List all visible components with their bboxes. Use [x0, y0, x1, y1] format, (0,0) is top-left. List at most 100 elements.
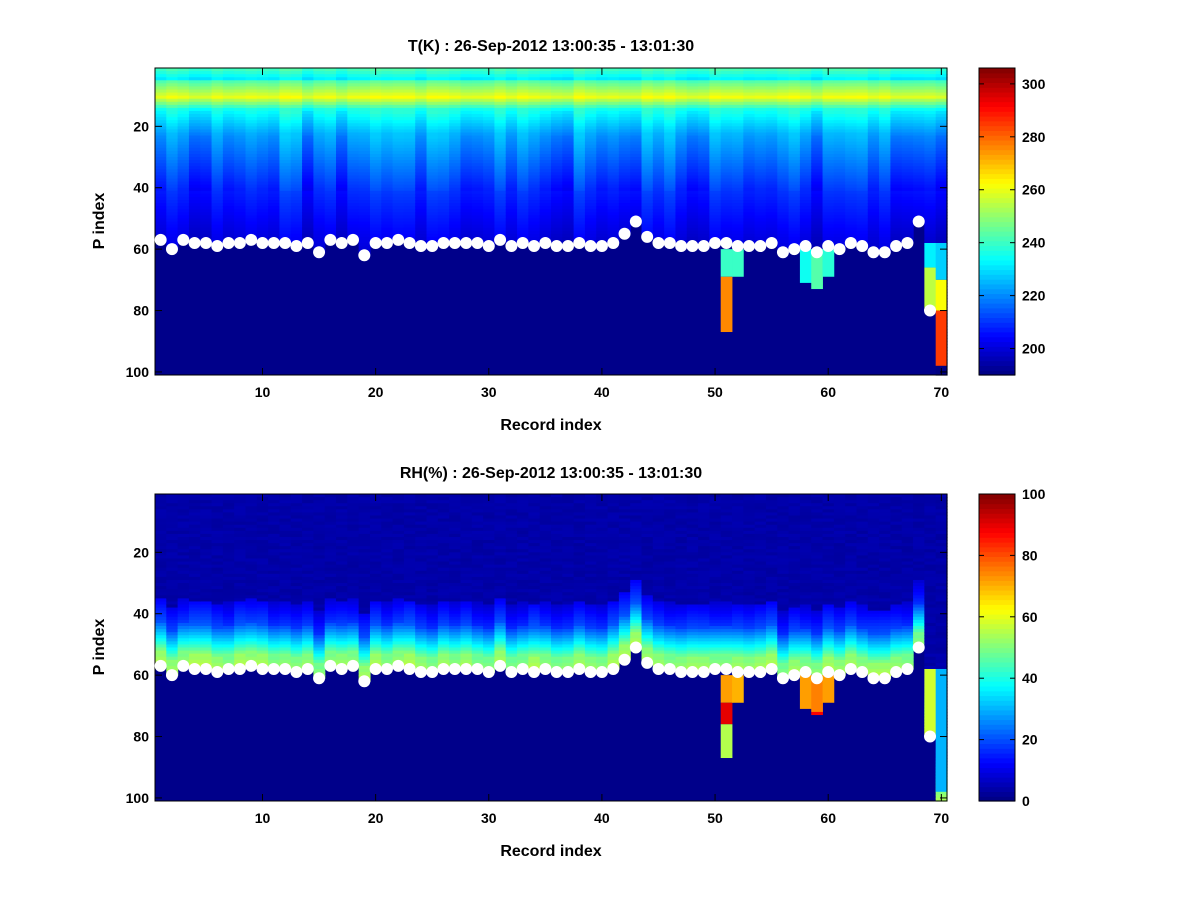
heatmap-cell	[381, 230, 394, 235]
heatmap-cell	[415, 92, 428, 97]
heatmap-cell	[268, 83, 281, 88]
heatmap-cell	[607, 150, 620, 155]
heatmap-cell	[517, 129, 529, 134]
heatmap-cell	[177, 153, 190, 158]
heatmap-cell	[528, 114, 541, 118]
heatmap-cell	[517, 138, 529, 143]
heatmap-cell	[743, 196, 756, 201]
heatmap-cell	[336, 200, 348, 204]
heatmap-cell	[279, 200, 292, 204]
heatmap-cell	[686, 110, 699, 115]
heatmap-cell	[562, 196, 575, 201]
heatmap-cell	[358, 233, 371, 238]
heatmap-cell	[188, 132, 201, 137]
heatmap-cell	[483, 175, 496, 180]
heatmap-cell	[777, 153, 790, 158]
heatmap-cell	[279, 153, 292, 158]
heatmap-cell	[324, 184, 337, 189]
heatmap-cell	[234, 80, 247, 84]
heatmap-cell	[845, 110, 858, 115]
heatmap-cell	[494, 166, 507, 170]
heatmap-cell	[607, 92, 620, 97]
heatmap-cell	[155, 157, 167, 161]
heatmap-cell	[279, 141, 292, 146]
heatmap-cell	[222, 107, 235, 112]
heatmap-cell	[392, 169, 405, 173]
heatmap-cell	[268, 200, 281, 204]
heatmap-cell	[811, 163, 824, 167]
heatmap-cell	[471, 175, 484, 180]
heatmap-cell	[652, 157, 665, 161]
heatmap-cell	[845, 92, 858, 97]
heatmap-cell	[279, 169, 292, 173]
heatmap-cell	[505, 175, 518, 180]
heatmap-cell	[822, 114, 835, 118]
heatmap-cell	[607, 200, 620, 204]
heatmap-cell	[403, 80, 416, 84]
heatmap-cell	[279, 138, 292, 143]
heatmap-cell	[155, 107, 167, 112]
heatmap-cell	[539, 178, 552, 183]
heatmap-cell	[618, 74, 631, 78]
heatmap-cell	[222, 184, 235, 189]
heatmap-cell	[358, 166, 371, 170]
heatmap-cell	[777, 239, 790, 244]
heatmap-cell	[358, 101, 371, 106]
heatmap-cell	[799, 98, 812, 103]
heatmap-cell	[279, 104, 292, 109]
heatmap-cell	[483, 190, 496, 195]
heatmap-cell	[765, 221, 778, 226]
heatmap-cell	[483, 110, 496, 115]
heatmap-cell	[256, 215, 269, 220]
heatmap-cell	[234, 172, 247, 177]
heatmap-cell	[777, 89, 790, 94]
heatmap-column	[268, 68, 281, 244]
heatmap-cell	[788, 89, 801, 94]
heatmap-cell	[799, 107, 812, 112]
surface-marker	[720, 236, 733, 249]
heatmap-cell	[200, 169, 213, 173]
heatmap-cell	[596, 110, 609, 115]
heatmap-cell	[788, 104, 801, 109]
heatmap-cell	[392, 89, 405, 94]
heatmap-cell	[449, 169, 462, 173]
heatmap-cell	[528, 153, 541, 158]
heatmap-cell	[234, 150, 247, 155]
heatmap-cell	[188, 89, 201, 94]
heatmap-cell	[596, 209, 609, 213]
heatmap-column	[155, 494, 167, 667]
heatmap-cell	[664, 74, 677, 78]
heatmap-cell	[358, 120, 371, 124]
heatmap-cell	[392, 83, 405, 88]
heatmap-cell	[347, 196, 360, 201]
heatmap-cell	[754, 98, 767, 103]
heatmap-cell	[460, 129, 473, 134]
heatmap-cell	[505, 163, 518, 167]
heatmap-cell	[551, 193, 563, 198]
heatmap-cell	[426, 104, 439, 109]
surface-marker	[833, 243, 846, 256]
heatmap-cell	[675, 120, 688, 124]
heatmap-cell	[698, 147, 710, 152]
heatmap-cell	[279, 206, 292, 210]
heatmap-cell	[449, 126, 462, 130]
heatmap-cell	[833, 114, 846, 118]
heatmap-cell	[799, 147, 812, 152]
heatmap-cell	[867, 74, 880, 78]
heatmap-cell	[347, 209, 360, 213]
heatmap-cell	[845, 74, 858, 78]
colorbar-segment	[979, 259, 1015, 266]
heatmap-cell	[313, 95, 326, 100]
heatmap-cell	[268, 147, 281, 152]
heatmap-cell	[483, 74, 496, 78]
heatmap-cell	[188, 83, 201, 88]
heatmap-cell	[562, 86, 575, 91]
heatmap-cell	[494, 135, 507, 140]
heatmap-cell	[630, 147, 643, 152]
heatmap-cell	[437, 104, 450, 109]
heatmap-cell	[449, 150, 462, 155]
heatmap-cell	[799, 160, 812, 164]
heatmap-cell	[166, 212, 179, 216]
heatmap-cell	[584, 184, 597, 189]
heatmap-cell	[381, 92, 394, 97]
